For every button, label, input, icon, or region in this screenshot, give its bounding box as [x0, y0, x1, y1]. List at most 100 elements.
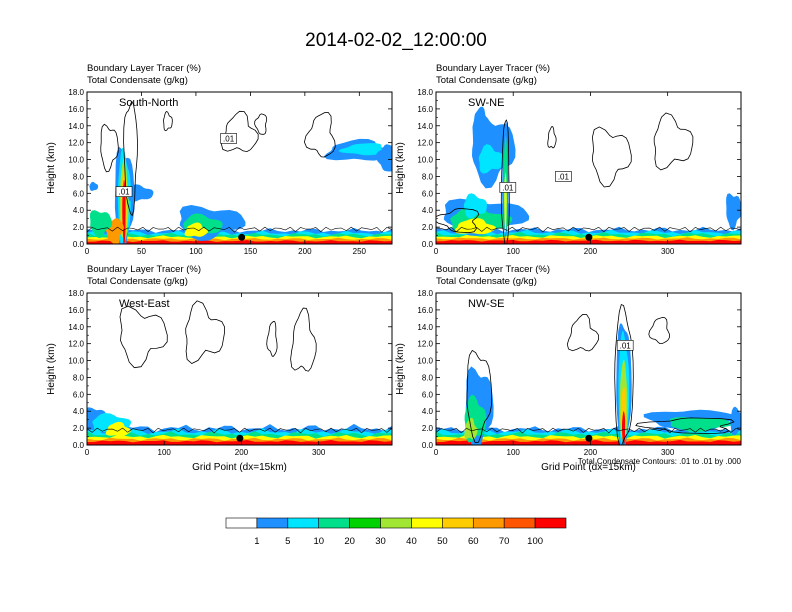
condensate-contour — [123, 100, 138, 217]
x-tick-label: 200 — [235, 448, 249, 457]
contour-note: Total Condensate Contours: .01 to .01 by… — [578, 457, 742, 466]
colorbar-box — [380, 517, 412, 529]
y-tick-label: 10.0 — [417, 156, 433, 165]
colorbar-box — [256, 517, 289, 529]
y-tick-label: 14.0 — [417, 122, 433, 131]
y-axis-label: Height (km) — [395, 142, 406, 194]
condensate-contour — [254, 113, 268, 135]
x-tick-label: 200 — [584, 448, 598, 457]
y-tick-label: 16.0 — [417, 105, 433, 114]
panel-title-line1: Boundary Layer Tracer (%) — [87, 264, 201, 275]
tracer-fill-level-3 — [670, 417, 733, 432]
colorbar-label: 1 — [254, 536, 259, 547]
tracer-fill-level-1 — [89, 181, 99, 191]
y-tick-label: 18.0 — [68, 88, 84, 97]
colorbar-box — [287, 517, 320, 529]
colorbar-label: 100 — [527, 536, 543, 547]
region-label: South-North — [119, 97, 178, 109]
tracer-fill-level-10 — [436, 440, 741, 445]
y-tick-label: 6.0 — [422, 189, 434, 198]
x-axis-label: Grid Point (dx=15km) — [541, 462, 636, 473]
colorbar-label: 10 — [313, 536, 324, 547]
y-axis-label: Height (km) — [46, 142, 57, 194]
colorbar-label: 5 — [285, 536, 290, 547]
y-tick-label: 8.0 — [422, 373, 434, 382]
x-tick-label: 0 — [434, 448, 439, 457]
colorbar-box — [503, 517, 536, 529]
condensate-contour — [648, 317, 670, 344]
colorbar-label: 40 — [406, 536, 417, 547]
colorbar-box — [318, 517, 350, 529]
panel-title-line2: Total Condensate (g/kg) — [436, 75, 537, 86]
x-tick-label: 250 — [353, 247, 367, 256]
contour-label: .01 — [118, 188, 130, 197]
region-label: SW-NE — [468, 97, 504, 109]
contour-label-box — [555, 171, 572, 182]
y-tick-label: 0.0 — [73, 441, 85, 450]
y-tick-label: 16.0 — [68, 105, 84, 114]
colorbar-label: 30 — [375, 536, 386, 547]
x-tick-label: 0 — [434, 247, 439, 256]
colorbar-box — [349, 517, 381, 529]
y-tick-label: 16.0 — [417, 306, 433, 315]
condensate-contour — [653, 112, 694, 171]
panel-title-line1: Boundary Layer Tracer (%) — [436, 63, 550, 74]
y-tick-label: 0.0 — [422, 240, 434, 249]
region-label: NW-SE — [468, 298, 504, 310]
y-tick-label: 0.0 — [73, 240, 85, 249]
x-tick-label: 100 — [189, 247, 203, 256]
low-level-contour — [436, 427, 741, 434]
condensate-contour — [100, 123, 119, 173]
colorbar-label: 50 — [437, 536, 448, 547]
colorbar-box — [534, 517, 567, 529]
y-tick-label: 2.0 — [73, 424, 85, 433]
x-tick-label: 50 — [137, 247, 146, 256]
plot-area — [87, 92, 392, 244]
panel-title-line1: Boundary Layer Tracer (%) — [87, 63, 201, 74]
contour-label-box — [220, 133, 237, 144]
x-tick-label: 300 — [661, 247, 675, 256]
y-tick-label: 16.0 — [68, 306, 84, 315]
y-axis-label: Height (km) — [46, 343, 57, 395]
y-tick-label: 14.0 — [417, 323, 433, 332]
contour-label: .01 — [502, 183, 514, 192]
contour-label-box — [616, 340, 634, 351]
x-axis-label: Grid Point (dx=15km) — [192, 462, 287, 473]
location-marker — [585, 434, 593, 442]
location-marker — [238, 233, 246, 241]
y-tick-label: 12.0 — [68, 139, 84, 148]
tracer-fill-level-10 — [622, 411, 626, 445]
y-axis-label: Height (km) — [395, 343, 406, 395]
y-tick-label: 12.0 — [417, 139, 433, 148]
x-tick-label: 300 — [661, 448, 675, 457]
panel-title-line2: Total Condensate (g/kg) — [87, 276, 188, 287]
colorbar-label: 20 — [344, 536, 355, 547]
condensate-contour — [547, 126, 557, 149]
tracer-fill-level-1 — [127, 184, 154, 202]
condensate-contour — [591, 126, 632, 188]
y-tick-label: 8.0 — [422, 172, 434, 181]
y-tick-label: 6.0 — [73, 390, 85, 399]
y-tick-label: 4.0 — [422, 206, 434, 215]
contour-label: .01 — [558, 172, 570, 181]
y-tick-label: 10.0 — [417, 357, 433, 366]
tracer-fill-level-10 — [436, 239, 741, 244]
y-tick-label: 2.0 — [73, 223, 85, 232]
panel-title-line2: Total Condensate (g/kg) — [87, 75, 188, 86]
condensate-contour — [566, 313, 600, 352]
y-tick-label: 8.0 — [73, 373, 85, 382]
condensate-contour — [466, 349, 493, 444]
y-tick-label: 4.0 — [422, 407, 434, 416]
tracer-fill-level-2 — [338, 143, 388, 156]
location-marker — [585, 233, 593, 241]
tracer-fill-level-2 — [463, 193, 487, 219]
tracer-fill-level-1 — [375, 144, 392, 172]
condensate-contour — [635, 417, 735, 434]
tracer-fill-level-10 — [87, 440, 392, 445]
x-tick-label: 200 — [298, 247, 312, 256]
y-tick-label: 6.0 — [73, 189, 85, 198]
y-tick-label: 6.0 — [422, 390, 434, 399]
panel-south-north: .01 .01 South-North Boundary Layer Tracer (… — [46, 63, 393, 256]
